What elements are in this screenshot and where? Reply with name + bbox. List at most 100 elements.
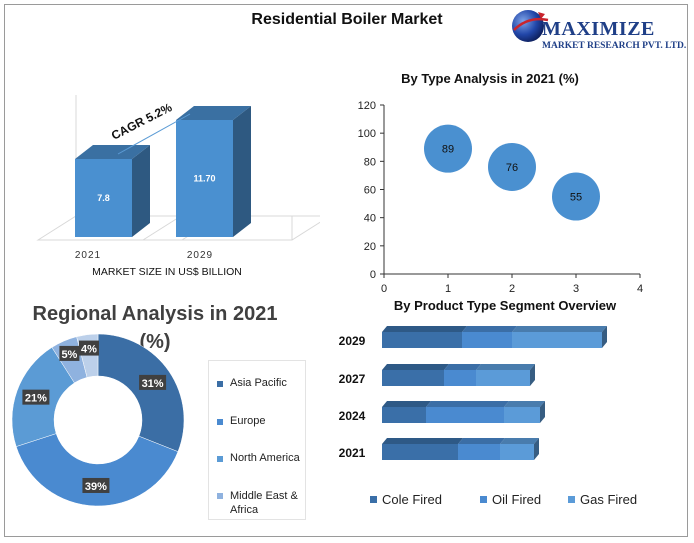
- segment-front-face: [512, 332, 602, 348]
- x-tick-label: 1: [445, 283, 451, 295]
- segment-front-face: [382, 444, 458, 460]
- segment-front-face: [382, 332, 462, 348]
- donut-value-label: 21%: [22, 389, 50, 405]
- legend-item: Oil Fired: [480, 492, 541, 507]
- bar-end-face: [602, 326, 607, 348]
- logo-subtitle: MARKET RESEARCH PVT. LTD.: [542, 41, 687, 51]
- y-tick-label: 100: [358, 128, 376, 140]
- logo-name: MAXIMIZE: [542, 18, 655, 40]
- y-tick-label: 0: [370, 269, 376, 281]
- stacked-segment: [382, 438, 463, 460]
- x-tick-2029: 2029: [187, 250, 213, 261]
- page-title: Residential Boiler Market: [251, 11, 443, 28]
- cagr-annotation: CAGR 5.2%: [109, 100, 174, 143]
- segment-front-face: [462, 332, 512, 348]
- segment-top-face: [458, 438, 505, 444]
- bar-2029: 11.70: [176, 106, 251, 237]
- legend-label: Europe: [230, 415, 266, 427]
- legend-label: North America: [230, 452, 300, 464]
- bar-end-face: [540, 401, 545, 423]
- bar-front-face: [176, 120, 233, 237]
- segment-top-face: [462, 326, 517, 332]
- legend-swatch: [217, 381, 223, 387]
- donut-slice: [97, 333, 185, 452]
- product-segment-title: By Product Type Segment Overview: [393, 298, 617, 313]
- label-box: [22, 389, 50, 405]
- donut-slice: [15, 433, 179, 507]
- y-tick-label: 120: [358, 100, 376, 112]
- segment-top-face: [426, 401, 509, 407]
- stacked-segment: [444, 364, 481, 386]
- scatter-point-label: 89: [442, 144, 454, 156]
- label-box: [78, 340, 99, 356]
- scatter-point-label: 76: [506, 162, 518, 174]
- legend-item: Cole Fired: [370, 492, 442, 507]
- bar-side-face: [132, 145, 150, 237]
- stacked-segment: [462, 326, 517, 348]
- label-box: [59, 345, 80, 361]
- x-tick-label: 3: [573, 283, 579, 295]
- type-analysis-chart: 0 20 40 60 80 100 120 0 1 2 3 4 89 76 55: [358, 100, 643, 295]
- category-label: 2029: [339, 334, 366, 348]
- chart-frame: [4, 4, 688, 537]
- legend-item: Asia Pacific: [217, 377, 287, 389]
- segment-top-face: [382, 326, 467, 332]
- legend-label: Gas Fired: [580, 492, 637, 507]
- segment-front-face: [476, 370, 530, 386]
- legend-label: Cole Fired: [382, 492, 442, 507]
- segment-top-face: [504, 401, 545, 407]
- legend-swatch: [217, 493, 223, 499]
- label-text: 4%: [81, 344, 97, 356]
- stacked-segment: [504, 401, 545, 423]
- type-analysis-title: By Type Analysis in 2021 (%): [401, 71, 579, 86]
- scatter-point: [552, 172, 600, 221]
- label-text: 39%: [85, 481, 107, 493]
- product-segment-chart: 2029 2027 2024 2021 Cole Fired Oil Fired Gas F…: [339, 326, 637, 507]
- y-tick-label: 40: [364, 213, 376, 225]
- x-tick-label: 0: [381, 283, 387, 295]
- label-text: 5%: [61, 349, 77, 361]
- stacked-segment: [382, 401, 431, 423]
- legend-swatch: [217, 419, 223, 425]
- donut-value-label: 39%: [82, 477, 110, 493]
- category-label: 2021: [339, 446, 366, 460]
- bar-top-face: [176, 106, 251, 120]
- segment-front-face: [444, 370, 476, 386]
- stacked-segment: [512, 326, 607, 348]
- bar-value-label: 7.8: [97, 193, 110, 203]
- segment-front-face: [504, 407, 540, 423]
- segment-top-face: [382, 364, 449, 370]
- legend-swatch: [217, 456, 223, 462]
- x-tick-label: 4: [637, 283, 643, 295]
- scatter-point-label: 55: [570, 192, 582, 204]
- segment-front-face: [500, 444, 534, 460]
- bar-front-face: [75, 159, 132, 237]
- legend-item: Middle East & Africa: [217, 489, 302, 517]
- globe-icon: [512, 10, 549, 42]
- segment-top-face: [382, 401, 431, 407]
- logo: MAXIMIZE MARKET RESEARCH PVT. LTD.: [508, 6, 688, 51]
- category-label: 2027: [339, 372, 366, 386]
- x-tick-2021: 2021: [75, 250, 101, 261]
- legend-label: Asia Pacific: [230, 377, 287, 389]
- y-tick-label: 20: [364, 241, 376, 253]
- legend-label: Oil Fired: [492, 492, 541, 507]
- scatter-point: [488, 142, 536, 191]
- stacked-segment: [500, 438, 539, 460]
- legend-swatch: [370, 496, 377, 503]
- segment-top-face: [512, 326, 607, 332]
- stacked-segment: [426, 401, 509, 423]
- x-tick-label: 2: [509, 283, 515, 295]
- regional-donut-chart: 31% 39% 21% 5% 4%: [11, 333, 185, 507]
- regional-legend: Asia Pacific Europe North America Middle…: [208, 360, 306, 520]
- bar-2021: 7.8: [75, 145, 150, 237]
- segment-top-face: [476, 364, 535, 370]
- stacked-segment: [382, 364, 449, 386]
- legend-swatch: [480, 496, 487, 503]
- market-size-chart: 7.8 11.70 2021 2029 MARKET SIZE IN US$ BI…: [36, 95, 320, 278]
- legend-item: Europe: [217, 415, 265, 427]
- segment-front-face: [458, 444, 500, 460]
- segment-front-face: [382, 370, 444, 386]
- category-label: 2024: [339, 409, 366, 423]
- segment-front-face: [382, 407, 426, 423]
